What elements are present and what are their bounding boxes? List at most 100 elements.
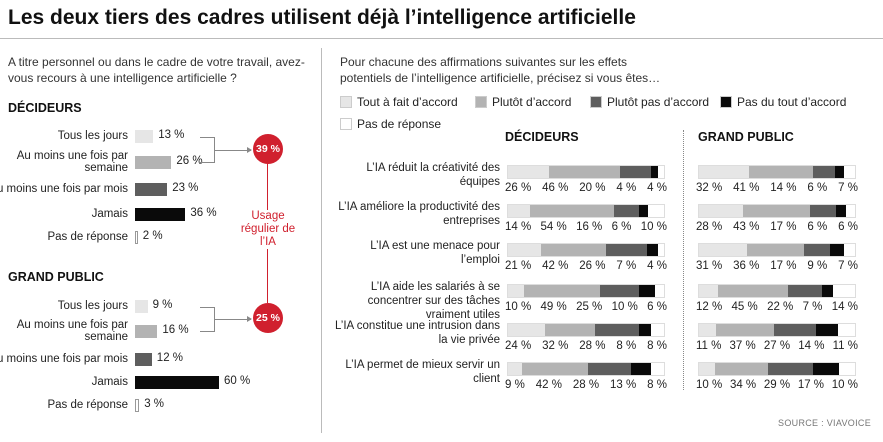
left-group-decideurs: DÉCIDEURS (8, 101, 82, 115)
value-labels: 26 % 46 % 20 % 4 % 4 % (505, 182, 667, 194)
value-label: 41 % (733, 182, 760, 194)
usage-value: 36 % (190, 207, 217, 219)
usage-label: Au moins une fois par semaine (16, 319, 128, 343)
value-label: 17 % (797, 379, 825, 391)
value-label: 45 % (731, 301, 758, 313)
usage-row: Tous les jours 13 % (0, 126, 320, 146)
bar-segment (508, 166, 549, 178)
usage-label: Jamais (91, 376, 128, 388)
value-label: 43 % (733, 221, 760, 233)
legend-label: Plutôt d’accord (492, 95, 572, 109)
legend-swatch (720, 96, 732, 108)
stacked-bar (698, 204, 856, 218)
bar-segment (836, 205, 846, 217)
value-labels: 21 % 42 % 26 % 7 % 4 % (505, 260, 667, 272)
bar-segment (699, 244, 748, 256)
statement-label: L’IA est une menace pour l’emploi (370, 240, 500, 266)
bar-segment (844, 166, 855, 178)
usage-row: Pas de réponse 3 % (0, 395, 320, 415)
bracket-decideurs (200, 137, 215, 163)
bar-segment (657, 244, 664, 256)
usage-badge-decideurs: 39 % (253, 134, 283, 164)
value-labels: 28 % 43 % 17 % 6 % 6 % (696, 221, 858, 233)
value-label: 6 % (807, 182, 828, 194)
legend-swatch (475, 96, 487, 108)
value-label: 42 % (542, 260, 569, 272)
bar-segment (508, 205, 530, 217)
value-label: 12 % (696, 301, 723, 313)
bar-segment (716, 324, 774, 336)
value-labels: 11 % 37 % 27 % 14 % 11 % (696, 340, 858, 352)
usage-row: Jamais 60 % (0, 372, 320, 392)
value-label: 6 % (807, 221, 828, 233)
legend-label: Pas de réponse (357, 117, 442, 131)
bar-segment (812, 363, 840, 375)
bar-segment (809, 205, 837, 217)
usage-label: Tous les jours (57, 130, 128, 142)
value-label: 14 % (770, 182, 797, 194)
bar-segment (522, 363, 588, 375)
bar-segment (833, 285, 855, 297)
stacked-bar (698, 243, 856, 257)
usage-bar (135, 130, 154, 143)
bar-segment (651, 363, 664, 375)
stacked-bar (698, 323, 856, 337)
value-label: 28 % (579, 340, 606, 352)
statement-label: L’IA constitue une intrusion dans la vie… (335, 320, 500, 346)
bar-segment (508, 244, 541, 256)
panel-title-decideurs: DÉCIDEURS (505, 130, 579, 144)
usage-value: 26 % (176, 155, 203, 167)
bar-segment (812, 166, 835, 178)
bar-segment (714, 363, 768, 375)
bar-segment (834, 166, 845, 178)
bar-segment (648, 205, 664, 217)
value-label: 21 % (505, 260, 532, 272)
value-label: 6 % (838, 221, 858, 233)
usage-value: 13 % (158, 129, 185, 141)
bar-segment (646, 244, 658, 256)
bar-segment (803, 244, 831, 256)
usage-value: 2 % (142, 230, 163, 242)
usage-label: Tous les jours (57, 300, 128, 312)
value-label: 17 % (770, 260, 797, 272)
usage-bar (135, 325, 158, 338)
usage-value: 60 % (224, 375, 251, 387)
stacked-bar (698, 165, 856, 179)
source-note: SOURCE : VIAVOICE (778, 418, 871, 428)
usage-row: Au moins une fois par semaine 26 % (0, 150, 320, 174)
bar-segment (508, 363, 523, 375)
value-label: 24 % (505, 340, 532, 352)
bar-segment (523, 285, 601, 297)
stacked-bar (698, 362, 856, 376)
left-question: A titre personnel ou dans le cadre de vo… (8, 55, 305, 85)
usage-label: Au moins une fois par mois (0, 183, 128, 195)
value-label: 7 % (616, 260, 637, 272)
bar-segment (654, 285, 664, 297)
bar-segment (699, 205, 743, 217)
value-label: 10 % (831, 379, 858, 391)
usage-label: Au moins une fois par semaine (16, 150, 128, 174)
value-label: 4 % (616, 182, 637, 194)
value-label: 7 % (802, 301, 823, 313)
value-label: 9 % (505, 379, 525, 391)
value-label: 14 % (505, 221, 532, 233)
bar-segment (620, 166, 652, 178)
bar-segment (639, 285, 655, 297)
stacked-bar (507, 362, 665, 376)
value-label: 22 % (767, 301, 794, 313)
bar-segment (748, 166, 813, 178)
value-labels: 12 % 45 % 22 % 7 % 14 % (696, 301, 858, 313)
bar-segment (699, 363, 715, 375)
value-label: 8 % (616, 340, 637, 352)
bar-segment (839, 363, 855, 375)
usage-bar (135, 399, 140, 412)
value-label: 31 % (696, 260, 723, 272)
bar-segment (545, 324, 596, 336)
legend-label: Tout à fait d’accord (357, 95, 458, 109)
bar-segment (639, 205, 649, 217)
value-labels: 9 % 42 % 28 % 13 % 8 % (505, 379, 667, 391)
legend-item: Pas du tout d’accord (720, 95, 846, 109)
value-label: 14 % (798, 340, 825, 352)
panel-title-grand-public: GRAND PUBLIC (698, 130, 794, 144)
value-label: 8 % (647, 340, 667, 352)
